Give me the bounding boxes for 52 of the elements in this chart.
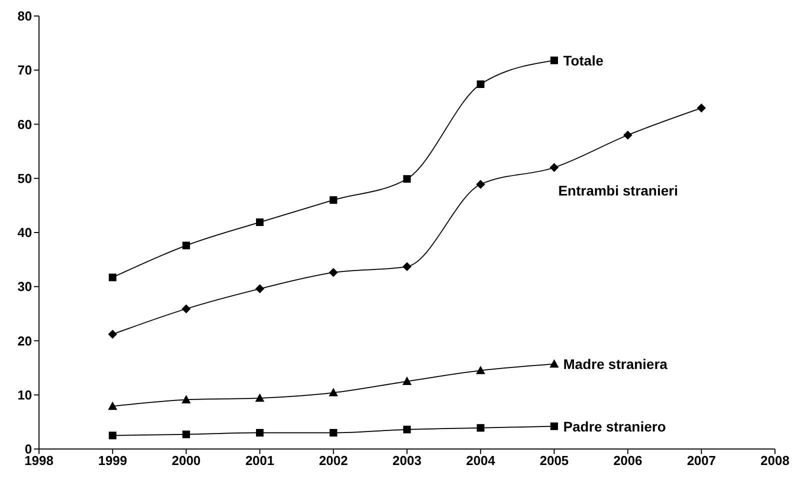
x-tick-label: 2008 (760, 453, 790, 468)
x-tick-label: 2000 (172, 453, 201, 468)
point (550, 359, 559, 368)
point (403, 175, 411, 183)
x-tick-label: 2004 (466, 453, 496, 468)
point (476, 80, 484, 88)
point (256, 428, 264, 437)
point (550, 56, 558, 64)
x-tick-label: 2003 (392, 453, 422, 468)
point (328, 388, 338, 396)
point (108, 330, 118, 339)
point (108, 401, 118, 410)
point (255, 284, 264, 294)
x-tick-label: 2006 (613, 453, 642, 468)
series-label: Madre straniera (563, 356, 668, 372)
point (182, 242, 190, 250)
y-tick-label: 10 (18, 387, 32, 402)
x-tick-label: 2001 (245, 453, 274, 468)
point (330, 428, 338, 437)
y-tick-label: 70 (18, 62, 32, 78)
point (182, 304, 191, 314)
point (696, 104, 706, 113)
point (328, 268, 338, 278)
point (330, 196, 338, 204)
point (476, 366, 486, 374)
point (108, 274, 116, 282)
point (402, 262, 412, 272)
y-tick-label: 40 (18, 225, 32, 240)
series-label: Entrambi stranieri (558, 182, 678, 199)
point (550, 422, 558, 430)
point (550, 163, 559, 172)
y-tick-label: 50 (18, 170, 32, 186)
x-tick-label: 2007 (686, 453, 716, 468)
series-label: Padre straniero (563, 418, 666, 434)
y-tick-label: 20 (18, 333, 32, 348)
point (403, 426, 411, 434)
y-tick-label: 30 (18, 279, 32, 294)
point (256, 218, 264, 226)
x-tick-label: 2005 (540, 453, 569, 468)
point (476, 424, 484, 432)
x-tick-label: 2002 (318, 453, 348, 468)
y-tick-label: 80 (18, 8, 32, 24)
point (255, 393, 264, 402)
x-tick-label: 1999 (98, 453, 128, 468)
y-tick-label: 60 (18, 116, 32, 132)
point (108, 432, 116, 440)
point (623, 130, 632, 140)
point (476, 180, 486, 189)
point (182, 394, 191, 404)
point (182, 430, 190, 438)
series-label: Totale (563, 52, 604, 68)
point (402, 376, 412, 385)
